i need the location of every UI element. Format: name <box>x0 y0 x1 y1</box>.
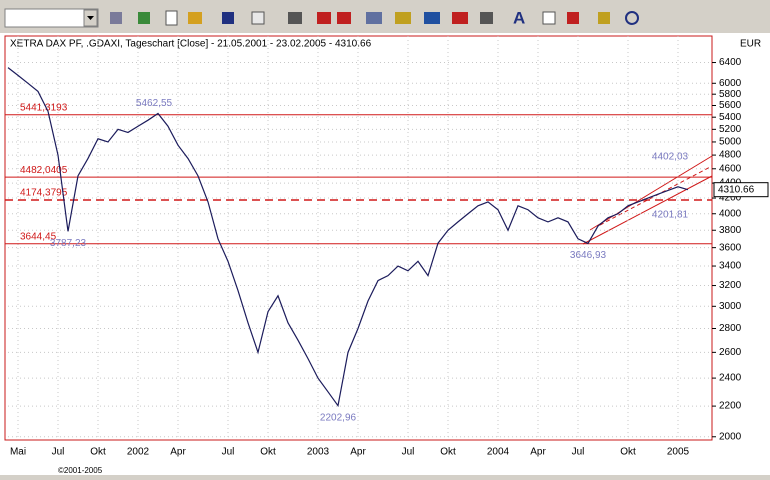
tool-icon[interactable] <box>424 12 440 24</box>
x-tick-label: Okt <box>620 447 636 458</box>
x-tick-label: Mai <box>10 447 26 458</box>
x-tick-label: Jul <box>402 447 415 458</box>
point-label: 3646,93 <box>570 250 607 261</box>
tool-icon[interactable] <box>395 12 411 24</box>
y-tick-label: 2200 <box>719 401 742 412</box>
x-tick-label: 2004 <box>487 447 510 458</box>
level-label: 4174,3795 <box>20 188 68 199</box>
tool-icon[interactable] <box>598 12 610 24</box>
footer: ©2001-2005 <box>58 466 103 475</box>
x-tick-label: Jul <box>222 447 235 458</box>
level-label: 4482,0405 <box>20 165 68 176</box>
y-tick-label: 3400 <box>719 261 742 272</box>
x-tick-label: 2002 <box>127 447 150 458</box>
toolbar <box>0 0 770 32</box>
annotation-label: 4201,81 <box>652 210 689 221</box>
y-tick-label: 5600 <box>719 100 742 111</box>
x-tick-label: Okt <box>440 447 456 458</box>
y-tick-label: 5200 <box>719 124 742 135</box>
y-tick-label: 4200 <box>719 193 742 204</box>
annotation-label: 4402,03 <box>652 152 689 163</box>
last-value-label: 4310.66 <box>718 184 755 195</box>
y-tick-label: 2800 <box>719 323 742 334</box>
y-tick-label: 6000 <box>719 78 742 89</box>
channel-line <box>589 155 713 231</box>
channel-line <box>582 175 713 245</box>
y-tick-label: 3000 <box>719 301 742 312</box>
price-line <box>7 67 689 408</box>
y-tick-label: 6400 <box>719 57 742 68</box>
y-tick-label: 2600 <box>719 347 742 358</box>
tool-icon[interactable] <box>567 12 579 24</box>
x-tick-label: Jul <box>52 447 65 458</box>
font-button[interactable]: A <box>513 8 525 27</box>
level-label: 5441,3193 <box>20 102 68 113</box>
y-tick-label: 5000 <box>719 137 742 148</box>
x-tick-label: Apr <box>530 447 546 458</box>
point-label: 5462,55 <box>136 98 173 109</box>
currency-label: EUR <box>740 39 761 50</box>
tool-icon[interactable] <box>251 11 265 25</box>
tool-icon[interactable] <box>337 12 351 24</box>
x-tick-label: 2005 <box>667 447 690 458</box>
x-tick-label: Apr <box>350 447 366 458</box>
symbol-dropdown[interactable] <box>4 8 99 28</box>
tool-icon[interactable] <box>542 11 556 25</box>
x-tick-label: Jul <box>572 447 585 458</box>
point-label: 2202,96 <box>320 412 357 423</box>
point-label: 3787,23 <box>50 238 87 249</box>
tool-icon[interactable] <box>480 12 493 24</box>
y-tick-label: 4800 <box>719 150 742 161</box>
dropdown-arrow <box>87 16 94 20</box>
x-tick-label: Okt <box>260 447 276 458</box>
tool-icon[interactable] <box>317 12 331 24</box>
y-tick-label: 4000 <box>719 208 742 219</box>
y-tick-label: 5400 <box>719 112 742 123</box>
tool-icon[interactable] <box>625 11 639 25</box>
tool-icon[interactable] <box>110 12 122 24</box>
tool-icon[interactable] <box>188 12 202 24</box>
tool-icon[interactable] <box>366 12 382 24</box>
y-tick-label: 3600 <box>719 242 742 253</box>
tool-icon[interactable] <box>222 12 234 24</box>
y-tick-label: 3200 <box>719 280 742 291</box>
y-tick-label: 3800 <box>719 225 742 236</box>
tool-icon[interactable] <box>452 12 468 24</box>
y-tick-label: 2400 <box>719 373 742 384</box>
tool-icon[interactable] <box>138 12 150 24</box>
level-label: 3644,45 <box>20 231 57 242</box>
chart-title: XETRA DAX PF, .GDAXI, Tageschart [Close]… <box>10 39 372 50</box>
tool-icon[interactable] <box>165 10 178 26</box>
x-tick-label: Apr <box>170 447 186 458</box>
x-tick-label: 2003 <box>307 447 330 458</box>
last-value-box <box>713 182 769 198</box>
x-tick-label: Okt <box>90 447 106 458</box>
y-tick-label: 2000 <box>719 431 742 442</box>
toolbar-icons[interactable] <box>110 10 639 26</box>
y-tick-label: 4600 <box>719 163 742 174</box>
y-tick-label: 5800 <box>719 89 742 100</box>
tool-icon[interactable] <box>288 12 302 24</box>
